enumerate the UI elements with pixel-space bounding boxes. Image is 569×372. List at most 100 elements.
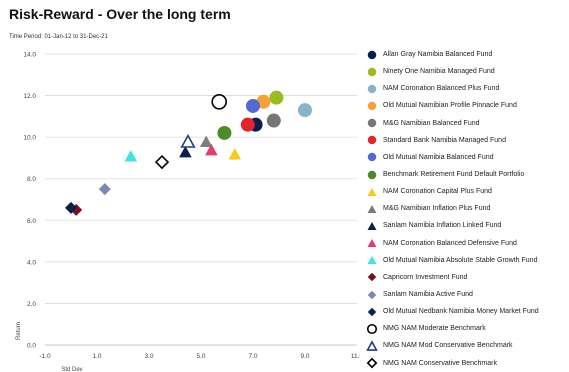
legend-marker-icon <box>367 170 377 179</box>
y-tick-label: 4.0 <box>27 259 36 266</box>
data-point <box>98 183 111 196</box>
legend-marker-icon <box>367 67 377 76</box>
legend-marker-icon <box>366 323 378 334</box>
legend-marker-shape <box>367 256 377 265</box>
legend-marker-icon <box>367 50 377 59</box>
legend-marker-icon <box>367 256 377 265</box>
legend-marker-shape <box>366 323 378 334</box>
x-tick-label: 11.0 <box>351 353 360 360</box>
x-tick-label: 3.0 <box>144 353 153 360</box>
x-tick-label: -1.0 <box>39 353 51 360</box>
legend-label: Standard Bank Namibia Managed Fund <box>383 136 506 144</box>
data-point <box>266 113 281 128</box>
legend-label: Old Mutual Nedbank Namibia Money Market … <box>383 308 539 316</box>
data-point <box>179 145 192 158</box>
legend-label: NAM Coronation Balanced Defensive Fund <box>383 239 517 247</box>
legend-label: Allan Gray Namibia Balanced Fund <box>383 51 493 59</box>
legend-item: NMG NAM Conservative Benchmark <box>366 355 566 372</box>
legend-marker-icon <box>367 204 377 213</box>
legend-item: Sanlam Namibia Inflation Linked Fund <box>366 217 566 234</box>
legend-label: Old Mutual Namibia Balanced Fund <box>383 153 494 161</box>
legend-marker-icon <box>367 118 377 128</box>
legend-label: M&G Namibian Balanced Fund <box>383 119 480 127</box>
legend-marker-shape <box>367 84 377 94</box>
legend-marker-shape <box>367 136 377 145</box>
y-tick-label: 6.0 <box>27 218 36 225</box>
legend-marker-icon <box>367 187 377 196</box>
data-point <box>180 133 196 148</box>
legend-label: NMG NAM Mod Conservative Benchmark <box>383 342 513 350</box>
data-point <box>199 135 213 147</box>
legend-marker-icon <box>366 357 378 369</box>
x-tick-label: 1.0 <box>92 353 101 360</box>
data-point <box>124 150 138 162</box>
legend-item: Ninety One Namibia Managed Fund <box>366 63 566 80</box>
legend-label: Old Mutual Namibian Profile Pinnacle Fun… <box>383 102 517 110</box>
legend-item: NMG NAM Mod Conservative Benchmark <box>366 337 566 354</box>
legend-item: NAM Coronation Balanced Defensive Fund <box>366 235 566 252</box>
legend-label: NAM Coronation Capital Plus Fund <box>383 188 492 196</box>
legend-label: NMG NAM Moderate Benchmark <box>383 325 486 333</box>
data-point <box>246 98 260 113</box>
legend-marker-icon <box>367 307 377 316</box>
y-tick-label: 10.0 <box>23 135 36 142</box>
legend-item: Old Mutual Nedbank Namibia Money Market … <box>366 303 566 320</box>
legend-marker-shape <box>367 50 377 59</box>
legend-marker-shape <box>367 239 377 248</box>
legend-item: M&G Namibian Inflation Plus Fund <box>366 200 566 217</box>
y-tick-label: 12.0 <box>23 93 36 100</box>
legend-item: Capricorn Investment Fund <box>366 269 566 286</box>
x-tick-label: 5.0 <box>196 353 205 360</box>
legend-item: Sanlam Namibia Active Fund <box>366 286 566 303</box>
legend-marker-icon <box>367 273 377 282</box>
data-point <box>154 154 170 170</box>
legend-marker-icon <box>367 153 377 162</box>
legend-marker-shape <box>367 67 377 76</box>
legend-label: Capricorn Investment Fund <box>383 273 468 281</box>
legend-label: NAM Coronation Balanced Plus Fund <box>383 85 500 93</box>
legend-marker-icon <box>367 101 377 111</box>
legend-item: Old Mutual Namibia Balanced Fund <box>366 149 566 166</box>
legend-item: Benchmark Retirement Fund Default Portfo… <box>366 166 566 183</box>
legend-label: Old Mutual Namibia Absolute Stable Growt… <box>383 256 538 264</box>
legend-marker-shape <box>367 170 377 179</box>
legend-item: M&G Namibian Balanced Fund <box>366 115 566 132</box>
legend-marker-shape <box>367 273 377 282</box>
legend-marker-icon <box>367 84 377 94</box>
x-tick-label: 9.0 <box>300 353 309 360</box>
legend-item: NMG NAM Moderate Benchmark <box>366 320 566 337</box>
legend-marker-shape <box>367 307 377 316</box>
legend-label: NMG NAM Conservative Benchmark <box>383 359 497 367</box>
x-tick-label: 7.0 <box>248 353 257 360</box>
data-point <box>228 148 242 160</box>
y-tick-label: 0.0 <box>27 343 36 350</box>
legend-label: Ninety One Namibia Managed Fund <box>383 68 495 76</box>
legend-label: Sanlam Namibia Active Fund <box>383 291 473 299</box>
legend-marker-icon <box>367 290 377 299</box>
legend-marker-icon <box>367 221 377 231</box>
legend-marker-shape <box>366 357 378 369</box>
data-point <box>205 143 218 156</box>
legend-marker-shape <box>367 101 377 111</box>
y-tick-label: 14.0 <box>23 52 36 59</box>
y-tick-label: 8.0 <box>27 176 36 183</box>
data-point <box>65 201 77 214</box>
legend-marker-shape <box>367 153 377 162</box>
legend-label: Benchmark Retirement Fund Default Portfo… <box>383 171 525 179</box>
data-point <box>217 125 232 140</box>
chart-title: Risk-Reward - Over the long term <box>9 6 231 22</box>
chart-subtitle: Time Period: 01-Jan-12 to 31-Dec-21 <box>9 34 108 40</box>
data-point <box>269 90 284 105</box>
chart-legend: Allan Gray Namibia Balanced Fund Ninety O… <box>366 46 566 372</box>
legend-item: Old Mutual Namibia Absolute Stable Growt… <box>366 252 566 269</box>
legend-marker-shape <box>367 204 377 213</box>
data-point <box>298 103 312 118</box>
legend-item: NAM Coronation Capital Plus Fund <box>366 183 566 200</box>
legend-label: Sanlam Namibia Inflation Linked Fund <box>383 222 502 230</box>
legend-marker-shape <box>367 118 377 128</box>
data-point <box>211 94 227 110</box>
legend-marker-shape <box>367 187 377 196</box>
legend-marker-icon <box>366 340 378 351</box>
data-point <box>240 117 255 132</box>
legend-item: Allan Gray Namibia Balanced Fund <box>366 46 566 63</box>
